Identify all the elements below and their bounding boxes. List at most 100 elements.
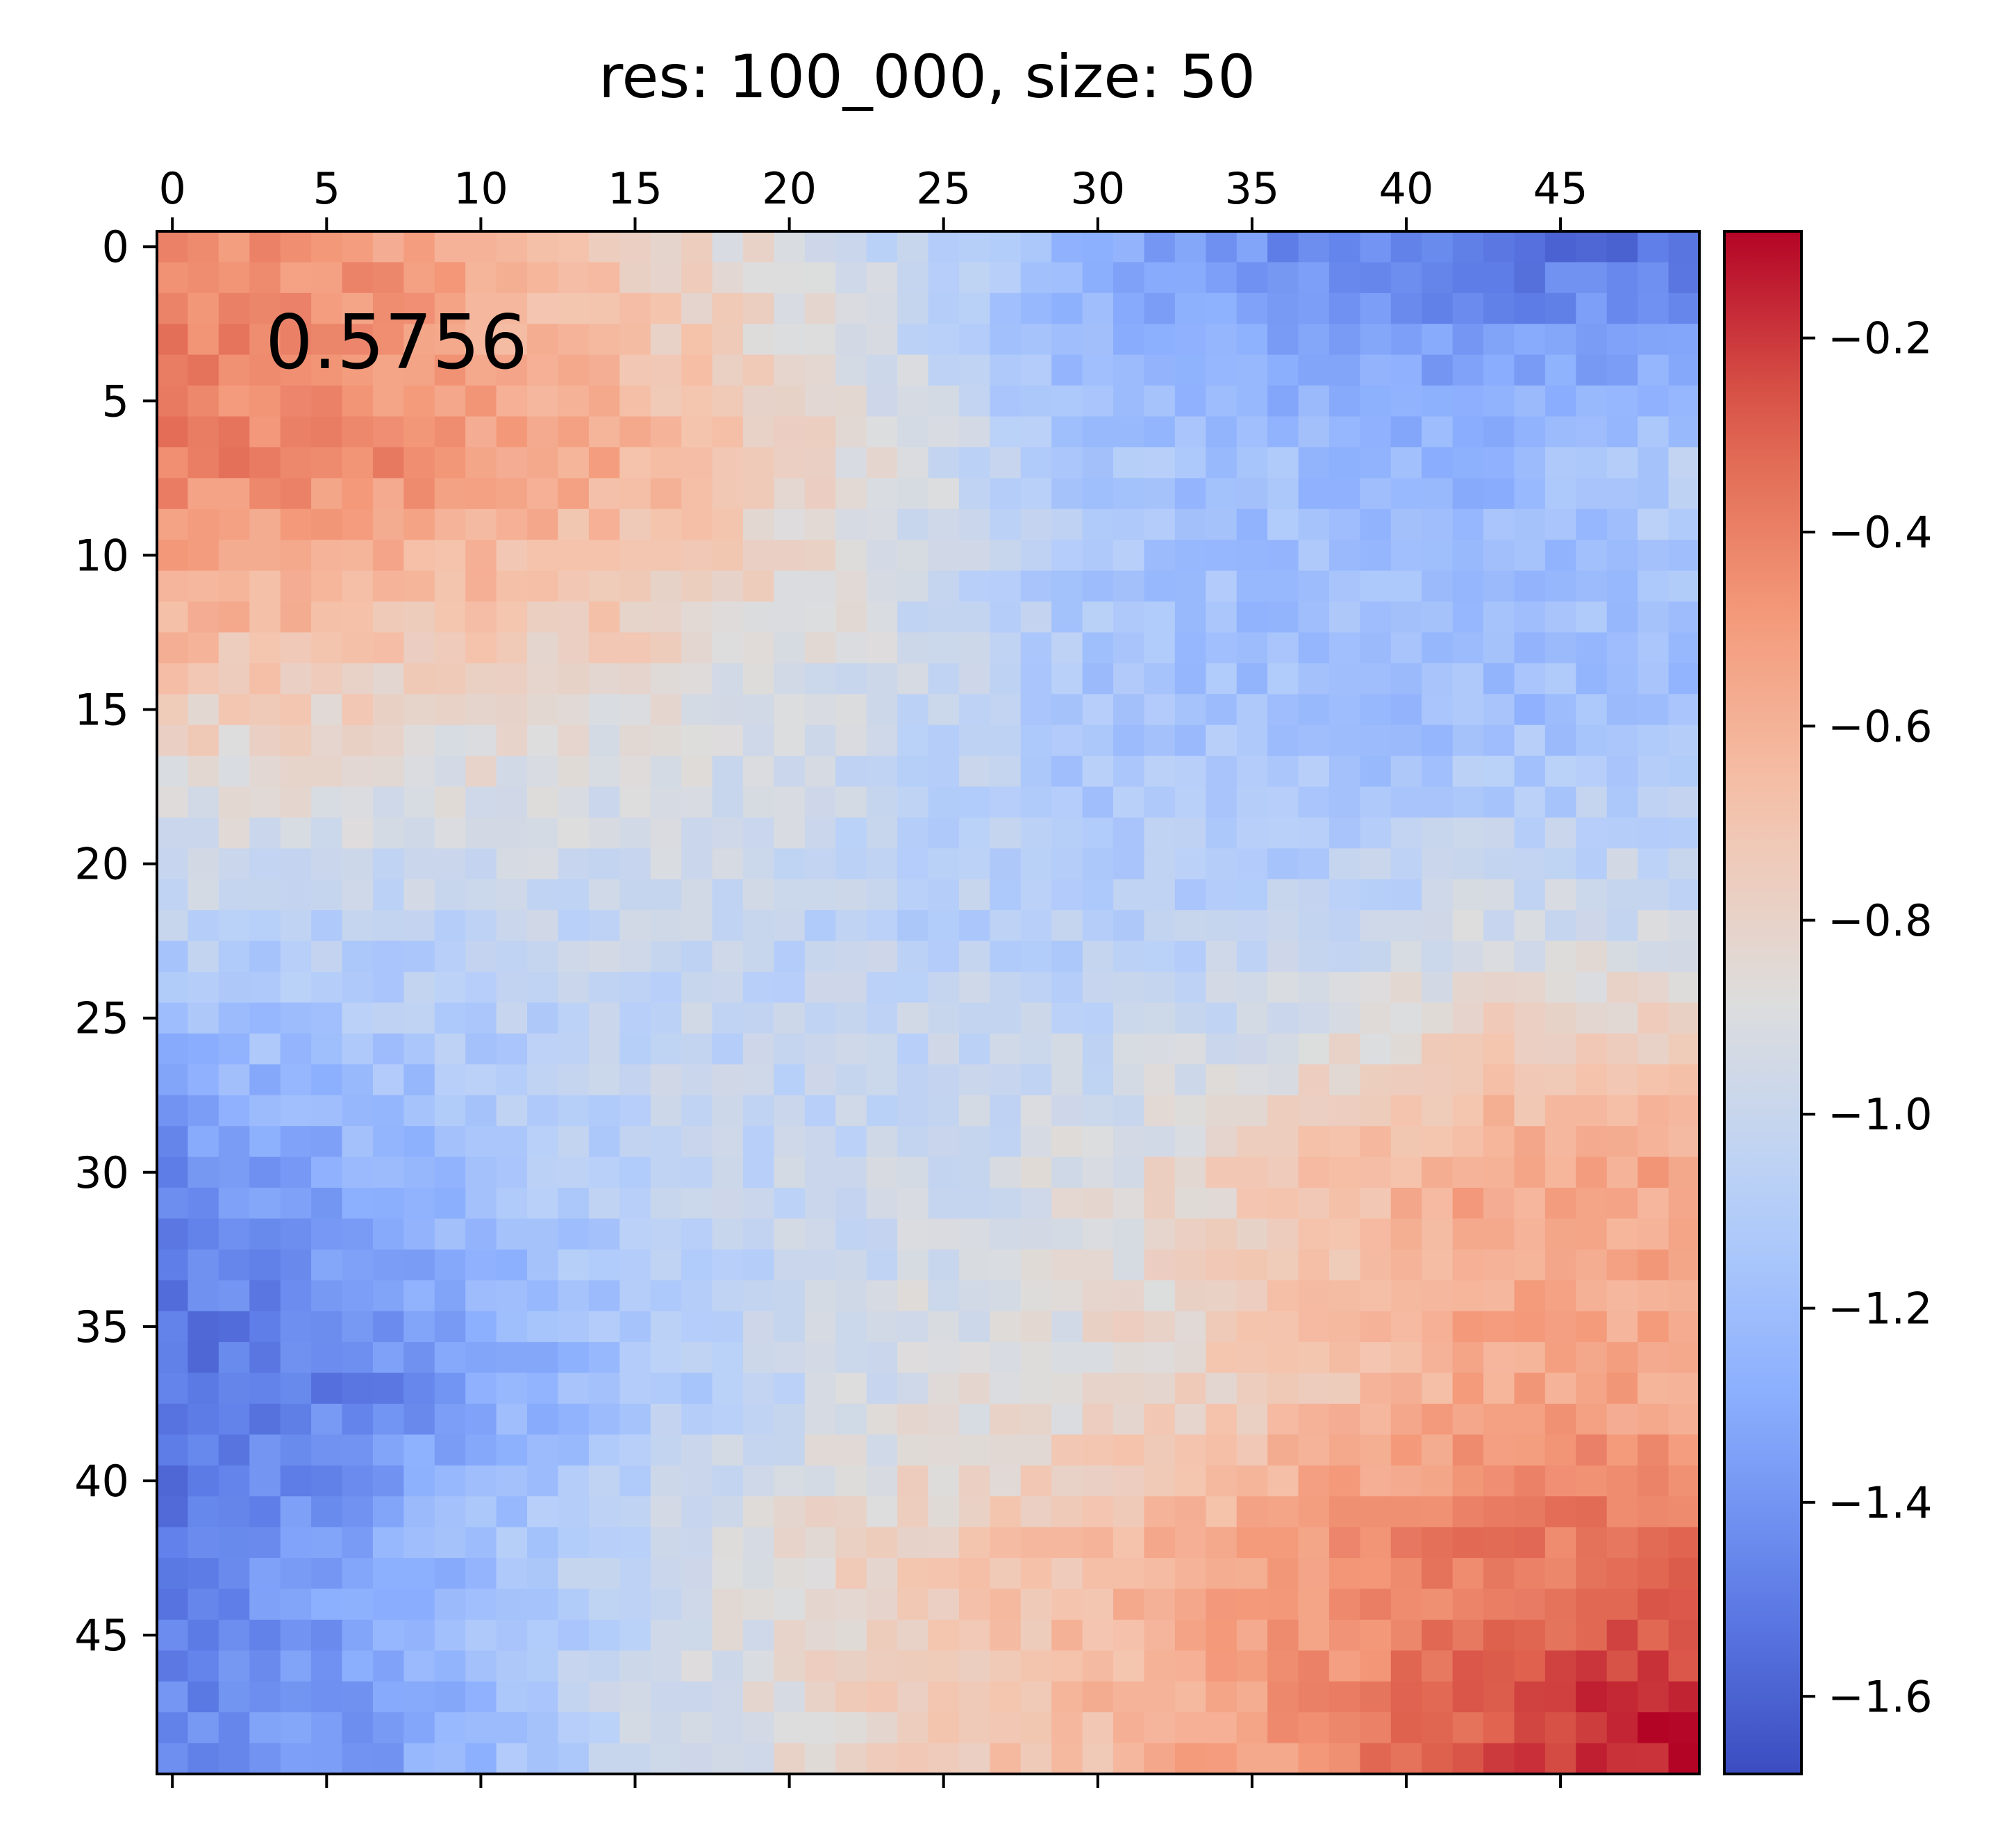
heatmap-cell	[157, 1033, 189, 1065]
heatmap-cell	[1144, 1064, 1176, 1096]
heatmap-cell	[1422, 478, 1453, 510]
heatmap-cell	[1206, 1527, 1238, 1559]
heatmap-cell	[1236, 1033, 1268, 1065]
heatmap-cell	[866, 1619, 898, 1651]
heatmap-cell	[465, 663, 497, 695]
heatmap-cell	[1298, 1002, 1330, 1034]
heatmap-cell	[1236, 508, 1268, 540]
heatmap-cell	[742, 694, 774, 726]
heatmap-cell	[1144, 1496, 1176, 1528]
heatmap-cell	[774, 1218, 806, 1250]
heatmap-cell	[1082, 1527, 1114, 1559]
heatmap-cell	[1206, 848, 1238, 880]
heatmap-cell	[280, 478, 312, 510]
heatmap-cell	[1576, 1619, 1608, 1651]
heatmap-cell	[1206, 1033, 1238, 1065]
heatmap-cell	[1452, 540, 1484, 572]
heatmap-cell	[1390, 1403, 1422, 1435]
heatmap-cell	[650, 786, 682, 818]
heatmap-cell	[280, 1434, 312, 1466]
heatmap-cell	[1606, 1280, 1638, 1312]
heatmap-cell	[774, 940, 806, 972]
heatmap-cell	[650, 817, 682, 849]
heatmap-cell	[1360, 1650, 1392, 1682]
heatmap-cell	[1082, 786, 1114, 818]
heatmap-cell	[188, 570, 219, 602]
heatmap-cell	[280, 1403, 312, 1435]
heatmap-cell	[188, 1342, 219, 1374]
heatmap-cell	[1483, 1342, 1515, 1374]
heatmap-cell	[188, 910, 219, 942]
heatmap-cell	[1452, 1681, 1484, 1713]
heatmap-cell	[1328, 447, 1360, 479]
heatmap-cell	[1422, 1311, 1453, 1343]
heatmap-cell	[342, 1156, 374, 1188]
heatmap-cell	[1390, 1311, 1422, 1343]
heatmap-cell	[1174, 1218, 1206, 1250]
heatmap-cell	[712, 1033, 744, 1065]
heatmap-cell	[958, 724, 990, 756]
heatmap-cell	[280, 1650, 312, 1682]
heatmap-cell	[342, 324, 374, 356]
heatmap-cell	[403, 1619, 435, 1651]
heatmap-cell	[928, 940, 960, 972]
heatmap-cell	[1452, 292, 1484, 324]
heatmap-cell	[527, 786, 559, 818]
heatmap-cell	[1514, 1743, 1546, 1775]
heatmap-cell	[742, 1002, 774, 1034]
heatmap-cell	[280, 1465, 312, 1497]
heatmap-cell	[866, 1403, 898, 1435]
heatmap-cell	[1638, 1465, 1669, 1497]
heatmap-cell	[1483, 478, 1515, 510]
heatmap-cell	[804, 1126, 836, 1158]
heatmap-cell	[1606, 663, 1638, 695]
heatmap-cell	[958, 1403, 990, 1435]
heatmap-cell	[280, 1188, 312, 1220]
heatmap-cell	[1051, 1372, 1083, 1404]
heatmap-cell	[403, 1218, 435, 1250]
heatmap-cell	[712, 632, 744, 664]
heatmap-cell	[866, 1033, 898, 1065]
heatmap-cell	[619, 1558, 651, 1590]
heatmap-cell	[188, 817, 219, 849]
heatmap-cell	[372, 1465, 404, 1497]
heatmap-cell	[1144, 602, 1176, 633]
heatmap-cell	[742, 786, 774, 818]
heatmap-cell	[588, 1496, 620, 1528]
heatmap-cell	[188, 1249, 219, 1281]
heatmap-cell	[1514, 1558, 1546, 1590]
heatmap-cell	[1360, 1280, 1392, 1312]
heatmap-cell	[1638, 786, 1669, 818]
heatmap-cell	[249, 1403, 281, 1435]
heatmap-cell	[804, 817, 836, 849]
heatmap-cell	[1576, 231, 1608, 263]
heatmap-cell	[1360, 1064, 1392, 1096]
heatmap-cell	[1174, 1033, 1206, 1065]
heatmap-cell	[311, 1342, 343, 1374]
heatmap-cell	[681, 1589, 713, 1620]
heatmap-cell	[742, 1311, 774, 1343]
heatmap-cell	[1606, 1650, 1638, 1682]
heatmap-cell	[681, 663, 713, 695]
heatmap-cell	[1606, 1188, 1638, 1220]
heatmap-cell	[403, 786, 435, 818]
heatmap-cell	[990, 570, 1022, 602]
heatmap-cell	[712, 602, 744, 633]
heatmap-cell	[804, 786, 836, 818]
heatmap-cell	[1236, 1002, 1268, 1034]
heatmap-cell	[897, 1589, 929, 1620]
heatmap-cell	[1236, 1095, 1268, 1127]
heatmap-cell	[835, 879, 867, 911]
heatmap-cell	[588, 354, 620, 386]
heatmap-cell	[188, 416, 219, 448]
heatmap-cell	[280, 540, 312, 572]
heatmap-cell	[527, 1527, 559, 1559]
heatmap-cell	[1390, 602, 1422, 633]
heatmap-cell	[1206, 1465, 1238, 1497]
heatmap-cell	[1390, 1619, 1422, 1651]
heatmap-cell	[1113, 1188, 1145, 1220]
heatmap-cell	[1422, 1650, 1453, 1682]
heatmap-cell	[619, 508, 651, 540]
heatmap-cell	[1113, 354, 1145, 386]
heatmap-cell	[1267, 1527, 1299, 1559]
